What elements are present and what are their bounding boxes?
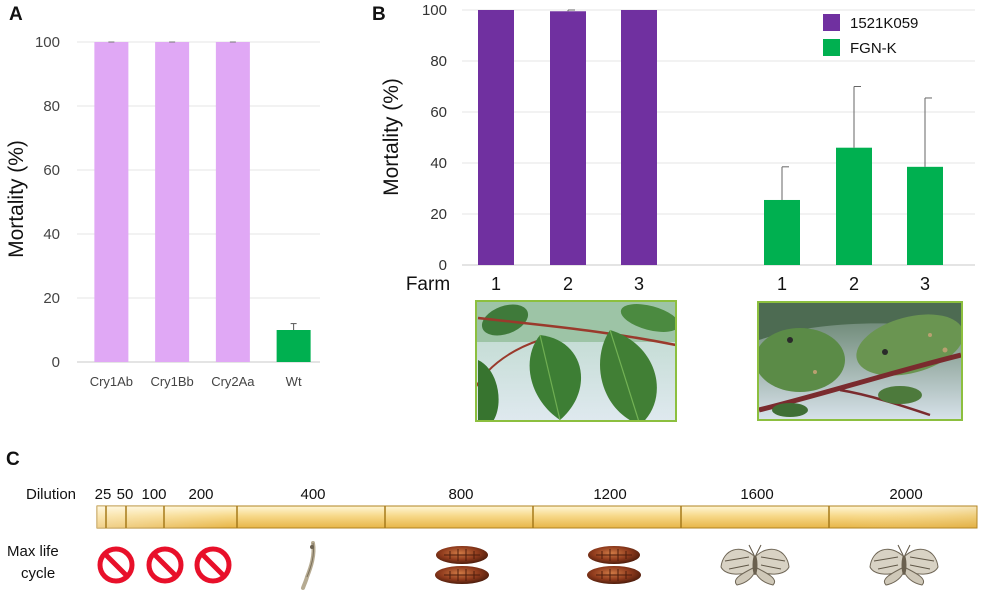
panel-a-ytick-label: 40	[43, 226, 60, 243]
dilution-100: 100	[141, 486, 166, 503]
panel-a-bars	[94, 41, 311, 362]
panel-a-ylabel: Mortality (%)	[5, 140, 28, 258]
bar-fgn-k-farm-2	[836, 147, 872, 265]
panel-b-categories: 1 2 3 1 2 3	[491, 274, 930, 294]
bar-1521k059-farm-1	[478, 10, 514, 265]
dilution-50: 50	[117, 486, 134, 503]
pupa-icon	[587, 546, 641, 584]
panel-a-ytick-label: 60	[43, 162, 60, 179]
panel-b-ytick-label: 40	[430, 155, 447, 172]
panel-b-ytick-label: 80	[430, 53, 447, 70]
farm-number-1521k059-1: 1	[491, 274, 501, 294]
panel-a-ytick-label: 0	[52, 354, 60, 371]
panel-a-letter: A	[9, 4, 23, 25]
farm-number-fgn-k-2: 2	[849, 274, 859, 294]
dilution-800: 800	[448, 486, 473, 503]
bar-fgn-k-farm-3	[907, 166, 943, 265]
category-label-cry1ab: Cry1Ab	[90, 374, 133, 389]
legend: 1521K059 FGN-K	[823, 14, 918, 57]
legend-swatch-fgnk	[823, 39, 840, 56]
panel-b-gridlines	[462, 9, 975, 266]
dilution-dividers	[105, 506, 830, 528]
panel-b-ytick-label: 20	[430, 206, 447, 223]
panel-c-letter: C	[6, 449, 20, 470]
dilution-values: 25 50 100 200 400 800 1200 1600 2000	[95, 486, 923, 503]
legend-swatch-1521k059	[823, 14, 840, 31]
category-label-wt: Wt	[286, 374, 302, 389]
panel-b-ytick-label: 0	[439, 257, 447, 274]
larva-icon	[301, 541, 316, 590]
panel-b-bars	[478, 9, 943, 266]
no-development-icon	[146, 546, 184, 584]
panel-b-ytick-label: 60	[430, 104, 447, 121]
category-label-cry1bb: Cry1Bb	[150, 374, 193, 389]
panel-a-categories: Cry1Ab Cry1Bb Cry2Aa Wt	[90, 374, 302, 389]
farm-number-fgn-k-1: 1	[777, 274, 787, 294]
bar-1521k059-farm-2	[550, 11, 586, 266]
pupa-icon	[435, 546, 489, 584]
no-development-icon	[97, 546, 135, 584]
bar-wt	[276, 330, 311, 362]
farm-number-1521k059-2: 2	[563, 274, 573, 294]
bar-fgn-k-farm-1	[764, 199, 800, 265]
panel-b-letter: B	[372, 4, 386, 25]
dilution-200: 200	[188, 486, 213, 503]
panel-a-ytick-label: 20	[43, 290, 60, 307]
max-life-label-line1: Max life	[7, 543, 59, 560]
dilution-25: 25	[95, 486, 112, 503]
max-life-label-line2: cycle	[21, 565, 55, 582]
dilution-400: 400	[300, 486, 325, 503]
farm-number-fgn-k-3: 3	[920, 274, 930, 294]
dilution-1600: 1600	[740, 486, 773, 503]
farm-label: Farm	[406, 274, 450, 295]
bar-cry2aa	[215, 42, 250, 362]
adult-moth-icon	[869, 544, 939, 586]
panel-b-yticks: 0 20 40 60 80 100	[422, 2, 447, 274]
category-label-cry2aa: Cry2Aa	[211, 374, 255, 389]
leaves-damaged-photo	[757, 301, 963, 421]
legend-label-fgnk: FGN-K	[850, 40, 897, 57]
bar-cry1ab	[94, 42, 129, 362]
dilution-bar	[96, 505, 978, 529]
panel-a-ytick-label: 100	[35, 34, 60, 51]
farm-number-1521k059-3: 3	[634, 274, 644, 294]
bar-cry1bb	[155, 42, 190, 362]
no-development-icon	[194, 546, 232, 584]
panel-b-ylabel: Mortality (%)	[380, 78, 403, 196]
panel-a-yticks: 0 20 40 60 80 100	[35, 34, 60, 371]
panel-b-ytick-label: 100	[422, 2, 447, 19]
dilution-label: Dilution	[26, 486, 76, 503]
legend-label-1521k059: 1521K059	[850, 15, 918, 32]
dilution-1200: 1200	[593, 486, 626, 503]
dilution-2000: 2000	[889, 486, 922, 503]
panel-a-ytick-label: 80	[43, 98, 60, 115]
bar-1521k059-farm-3	[621, 10, 657, 265]
leaves-intact-photo	[475, 300, 677, 422]
adult-moth-icon	[720, 544, 790, 586]
